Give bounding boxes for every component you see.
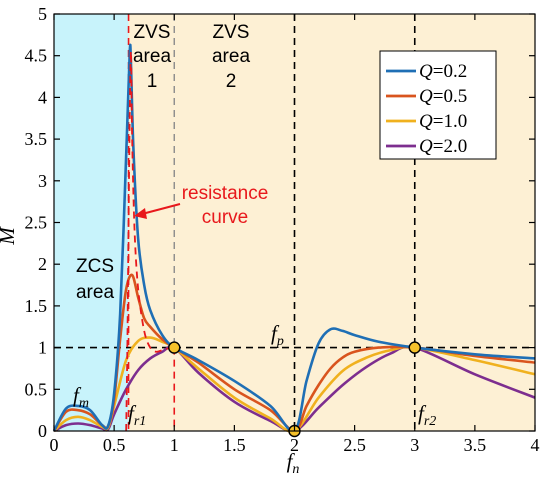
y-tick-label: 1.5 [25,296,48,316]
zvs2-label-line3: 2 [226,71,237,92]
resonance-marker [168,341,181,354]
zcs-label-line2: area [76,282,114,303]
legend-entry-label: Q=0.2 [419,61,467,82]
y-tick-label: 0 [38,421,47,441]
zvs2-label-line1: ZVS [213,22,250,43]
legend-entry-label: Q=0.5 [419,86,467,107]
y-tick-label: 2.5 [25,213,48,233]
x-tick-label: 3 [410,435,419,455]
x-tick-label: 4 [531,435,540,455]
x-axis-label-sub: n [292,462,299,477]
resistance-label-line2: curve [202,207,248,228]
x-tick-label: 2 [290,435,299,455]
y-tick-label: 3.5 [25,129,48,149]
x-tick-label: 2.5 [343,435,366,455]
x-axis-ticks: 0 0.5 1 1.5 2 2.5 3 3.5 4 [50,14,540,455]
y-tick-label: 4 [38,87,47,107]
y-tick-label: 2 [38,254,47,274]
fr1-label: fr1 [128,401,146,429]
legend-entry-label: Q=1.0 [419,111,467,132]
y-tick-label: 4.5 [25,46,48,66]
legend-entry-label: Q=2.0 [419,136,467,157]
zvs1-label-line2: area [133,46,171,67]
y-tick-label: 5 [38,4,47,24]
legend-box [379,50,497,160]
series-line-q-0-2 [52,43,536,433]
x-tick-label: 1 [170,435,179,455]
resistance-arrow [134,203,181,219]
x-tick-label: 0 [50,435,59,455]
y-axis-label: M [0,226,19,246]
fm-label: fm [73,383,89,411]
y-tick-label: 1 [38,338,47,358]
resonance-marker [408,341,421,354]
x-axis-label-f: f [287,449,296,473]
fr2-label: fr2 [418,401,436,429]
zvs1-label-line3: 1 [147,71,158,92]
zvs1-label-line1: ZVS [134,22,171,43]
x-tick-label: 3.5 [464,435,487,455]
x-tick-label: 1.5 [223,435,246,455]
resistance-label-line1: resistance [182,183,269,204]
zvs2-label-line2: area [212,46,250,67]
x-tick-label: 0.5 [103,435,126,455]
legend: Q=0.2 Q=0.5 Q=1.0 Q=2.0 [379,50,497,160]
y-axis-ticks: 0 0.5 1 1.5 2 2.5 3 3.5 4 4.5 5 [25,4,535,441]
y-tick-label: 0.5 [25,379,48,399]
x-axis-label: fn [287,449,300,477]
y-tick-label: 3 [38,171,47,191]
resistance-curve [125,50,175,432]
zcs-label-line1: ZCS [76,256,114,277]
fp-label: fp [271,321,284,349]
